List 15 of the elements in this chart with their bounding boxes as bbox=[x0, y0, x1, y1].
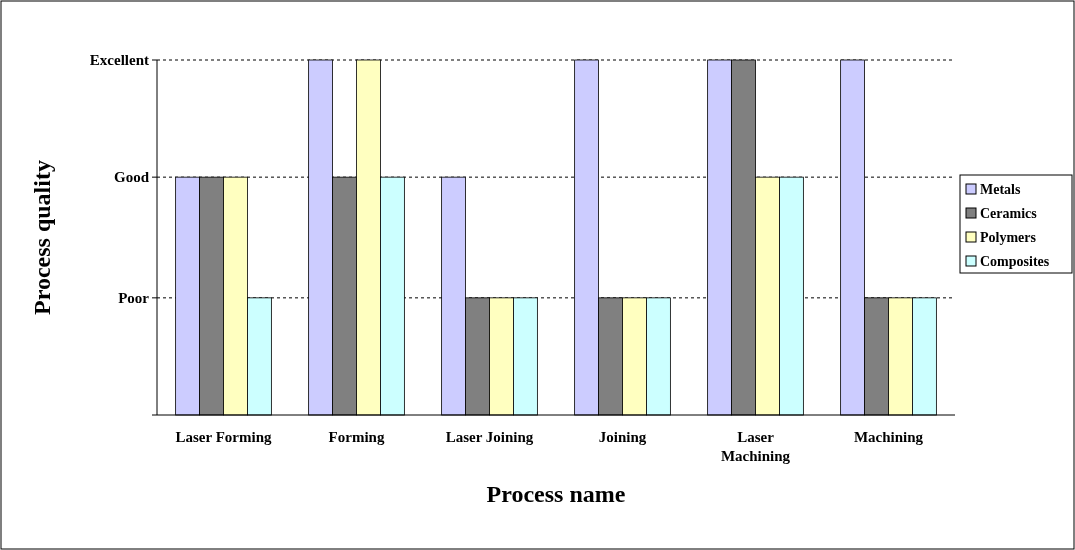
x-tick-label: Forming bbox=[328, 429, 385, 445]
legend-label: Composites bbox=[980, 253, 1050, 269]
legend-label: Metals bbox=[980, 181, 1021, 197]
x-tick-label: Machining bbox=[853, 429, 924, 445]
legend-label: Ceramics bbox=[980, 205, 1038, 221]
ref-line-label: Good bbox=[113, 169, 150, 186]
x-tick-label: Joining bbox=[598, 429, 647, 445]
y-axis-title: Process quality bbox=[29, 160, 55, 315]
x-tick-label: Laser Machining bbox=[720, 429, 791, 464]
ref-line-label: Excellent bbox=[89, 52, 149, 69]
legend-label: Polymers bbox=[980, 229, 1037, 245]
ref-line-label: Poor bbox=[118, 290, 150, 307]
x-axis-title: Process name bbox=[486, 481, 626, 507]
x-tick-label: Laser Forming bbox=[175, 429, 272, 445]
x-tick-label: Laser Joining bbox=[445, 429, 534, 445]
